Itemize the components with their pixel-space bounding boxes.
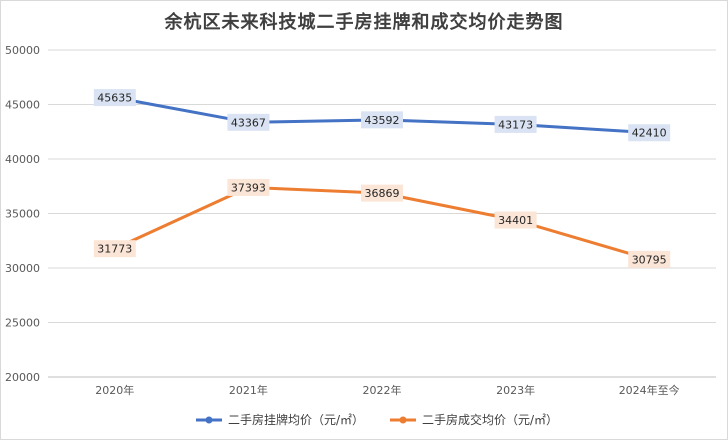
x-tick-label: 2020年 bbox=[95, 383, 134, 397]
data-label: 42410 bbox=[632, 127, 667, 140]
x-axis-ticks: 2020年 2021年 2022年 2023年 2024年至今 bbox=[95, 383, 679, 397]
legend-label-1: 二手房挂牌均价（元/㎡） bbox=[228, 412, 364, 427]
y-tick-label: 20000 bbox=[5, 371, 40, 384]
y-tick-label: 45000 bbox=[5, 99, 40, 112]
data-label: 30795 bbox=[632, 253, 667, 266]
data-label-bg bbox=[494, 115, 537, 133]
y-tick-label: 50000 bbox=[5, 44, 40, 57]
y-axis-ticks: 20000 25000 30000 35000 40000 45000 50000 bbox=[5, 44, 40, 384]
data-label-bg bbox=[227, 178, 270, 196]
data-label-bg bbox=[628, 250, 671, 268]
data-label-bg bbox=[93, 240, 136, 258]
data-label: 31773 bbox=[97, 243, 132, 256]
legend-label-2: 二手房成交均价（元/㎡） bbox=[422, 412, 558, 427]
data-label: 37393 bbox=[231, 181, 266, 194]
data-label: 43367 bbox=[231, 116, 266, 129]
y-tick-label: 25000 bbox=[5, 317, 40, 330]
legend-marker-1 bbox=[205, 416, 213, 424]
data-label-bg bbox=[361, 111, 403, 129]
y-tick-label: 40000 bbox=[5, 153, 40, 166]
data-label-bg bbox=[93, 89, 136, 107]
legend: 二手房挂牌均价（元/㎡） 二手房成交均价（元/㎡） bbox=[196, 412, 558, 427]
data-label-bg bbox=[628, 124, 671, 142]
data-label: 36869 bbox=[365, 187, 400, 200]
x-tick-label: 2021年 bbox=[229, 383, 268, 397]
data-labels: 45635 43367 43592 43173 42410 31773 37393 36869… bbox=[93, 89, 671, 268]
y-tick-label: 35000 bbox=[5, 208, 40, 221]
y-tick-label: 30000 bbox=[5, 262, 40, 275]
data-label-bg bbox=[361, 184, 403, 202]
data-label: 43173 bbox=[498, 118, 533, 131]
chart-title: 余杭区未来科技城二手房挂牌和成交均价走势图 bbox=[164, 12, 564, 33]
gridlines bbox=[48, 49, 716, 378]
legend-marker-2 bbox=[399, 416, 407, 424]
x-tick-label: 2023年 bbox=[496, 383, 535, 397]
data-label: 43592 bbox=[365, 114, 400, 127]
data-label-bg bbox=[494, 211, 537, 229]
x-tick-label: 2022年 bbox=[363, 383, 402, 397]
data-label: 45635 bbox=[97, 92, 132, 105]
data-label: 34401 bbox=[498, 214, 533, 227]
data-label-bg bbox=[227, 113, 270, 131]
x-tick-label: 2024年至今 bbox=[619, 383, 680, 397]
